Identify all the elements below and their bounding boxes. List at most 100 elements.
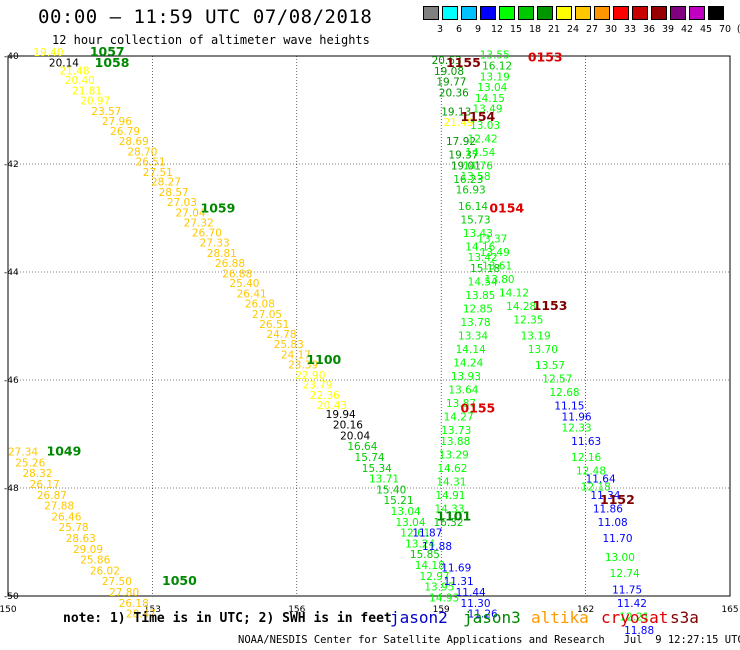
jason3-point: 13.87 xyxy=(446,398,476,410)
color-swatch xyxy=(575,6,591,20)
satellite-legend-jason2: jason2 xyxy=(390,608,448,627)
jason3-point: 19.01 xyxy=(451,160,481,172)
jason3-point: 13.95 xyxy=(424,582,454,594)
color-scale-label: 36 xyxy=(642,24,656,35)
altika-point: 27.03 xyxy=(167,197,197,209)
jason3-point: 14.15 xyxy=(475,93,505,105)
y-tick-label: -42 xyxy=(4,160,19,170)
color-swatch xyxy=(613,6,629,20)
jason3-point: 19.77 xyxy=(436,77,466,89)
jason2-point: 11.88 xyxy=(624,625,654,637)
altika-point: 28.47 xyxy=(126,609,156,621)
jason3-point: 15.40 xyxy=(376,484,406,496)
color-scale-label: 39 xyxy=(661,24,675,35)
color-swatch xyxy=(594,6,610,20)
altika-point: 21.81 xyxy=(72,85,102,97)
pass-time-label: 1058 xyxy=(95,55,130,70)
jason3-point: 14.12 xyxy=(499,287,529,299)
jason2-point: 11.30 xyxy=(460,598,490,610)
jason3-point: 20.04 xyxy=(340,430,370,442)
altika-point: 26.79 xyxy=(110,126,140,138)
color-scale-label: 42 xyxy=(680,24,694,35)
altika-point: 21.48 xyxy=(60,65,90,77)
jason2-point: 11.08 xyxy=(598,517,628,529)
jason2-point: 11.42 xyxy=(617,598,647,610)
altika-point: 24.17 xyxy=(281,349,311,361)
jason3-point: 13.55 xyxy=(480,50,510,62)
jason3-point: 14.33 xyxy=(434,503,464,515)
pass-time-label: 0153 xyxy=(528,49,563,64)
jason3-point: 13.88 xyxy=(440,436,470,448)
pass-time-label: 1100 xyxy=(306,352,341,367)
jason3-point: 12.74 xyxy=(610,568,640,580)
color-scale-label: 12 xyxy=(490,24,504,35)
altika-point: 26.87 xyxy=(37,490,67,502)
color-scale-label: 30 xyxy=(604,24,618,35)
jason2-point: 11.44 xyxy=(456,587,486,599)
altika-point: 26.88 xyxy=(222,268,252,280)
satellite-legend-s3a: s3a xyxy=(670,608,699,627)
altika-point: 28.32 xyxy=(22,468,52,480)
jason3-point: 13.19 xyxy=(480,71,510,83)
jason3-point: 12.21 xyxy=(619,611,649,623)
jason3-point: 19.13 xyxy=(441,106,471,118)
pass-time-label: 1050 xyxy=(162,573,197,588)
jason3-point: 14.18 xyxy=(415,560,445,572)
jason2-point: 11.31 xyxy=(444,576,474,588)
jason3-point: 19.37 xyxy=(448,150,478,162)
jason3-point: 12.61 xyxy=(400,528,430,540)
jason3-point: 14.16 xyxy=(465,241,495,253)
jason3-point: 12.18 xyxy=(581,482,611,494)
altika-point: 26.02 xyxy=(90,565,120,577)
altika-point: 20.43 xyxy=(317,400,347,412)
jason3-point: 13.34 xyxy=(458,331,488,343)
color-swatch xyxy=(537,6,553,20)
jason2-point: 11.75 xyxy=(612,584,642,596)
altika-point: 20.97 xyxy=(80,96,110,108)
jason3-point: 13.04 xyxy=(391,506,421,518)
jason3-point: 13.80 xyxy=(485,274,515,286)
color-scale-label: 24 xyxy=(566,24,580,35)
jason2-point: 11.86 xyxy=(593,503,623,515)
color-scale-label: 9 xyxy=(474,24,482,35)
altika-point: 26.70 xyxy=(192,227,222,239)
jason3-point: 12.68 xyxy=(550,387,580,399)
y-tick-label: -48 xyxy=(4,484,19,494)
pass-time-label: 1101 xyxy=(436,508,471,523)
jason3-point: 13.04 xyxy=(477,82,507,94)
y-tick-label: -40 xyxy=(4,52,19,62)
altika-point: 25.78 xyxy=(59,522,89,534)
x-tick-label: 159 xyxy=(433,605,450,615)
altika-point: 23.79 xyxy=(303,380,333,392)
pass-time-label: 1152 xyxy=(600,492,635,507)
jason3-point: 16.64 xyxy=(347,441,377,453)
altika-point: 20.14 xyxy=(49,57,79,69)
jason2-point: 11.64 xyxy=(586,474,616,486)
jason3-point: 15.74 xyxy=(355,452,385,464)
altika-point: 23.57 xyxy=(91,106,121,118)
color-swatch xyxy=(670,6,686,20)
jason3-point: 13.04 xyxy=(395,517,425,529)
jason3-point: 16.93 xyxy=(456,185,486,197)
jason3-point: 12.33 xyxy=(562,422,592,434)
color-scale-label: 33 xyxy=(623,24,637,35)
altika-point: 27.05 xyxy=(252,309,282,321)
altika-point: 24.78 xyxy=(266,329,296,341)
color-swatch xyxy=(689,6,705,20)
jason3-point: 14.28 xyxy=(506,301,536,313)
jason3-point: 13.57 xyxy=(535,360,565,372)
satellite-legend-altika: altika xyxy=(531,608,589,627)
color-swatch xyxy=(556,6,572,20)
color-swatch xyxy=(480,6,496,20)
chart-title: 00:00 – 11:59 UTC 07/08/2018 xyxy=(38,6,373,28)
altika-point: 26.51 xyxy=(136,157,166,169)
jason3-point: 20.16 xyxy=(333,420,363,432)
jason3-point: 13.49 xyxy=(472,104,502,116)
jason3-point: 13.24 xyxy=(405,538,435,550)
jason3-point: 12.97 xyxy=(420,571,450,583)
color-scale-label: 3 xyxy=(436,24,444,35)
jason3-point: 15.18 xyxy=(470,263,500,275)
color-swatch xyxy=(461,6,477,20)
jason3-point: 13.78 xyxy=(460,317,490,329)
